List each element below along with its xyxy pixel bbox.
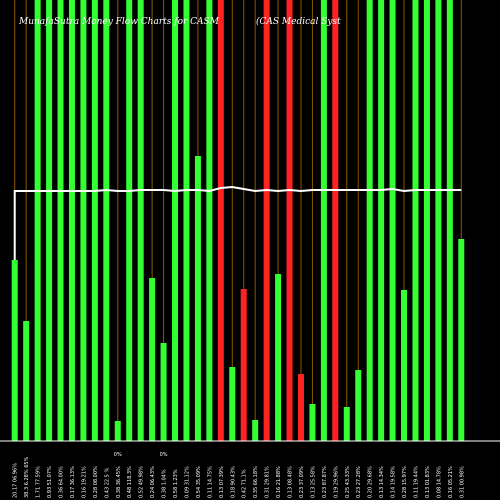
bar (423, 0, 430, 441)
bar (275, 274, 282, 441)
x-tick-label: 20.17 06.96% (13, 463, 19, 498)
axis-note: 0% (160, 452, 168, 458)
x-tick-label: 0.28 08.00% (93, 466, 99, 498)
x-tick-label: 0.52 49.98% (139, 466, 145, 498)
bar (366, 0, 373, 441)
price-line (13, 185, 462, 260)
bar (412, 0, 419, 441)
x-tick-label: 0.93 51.07% (47, 466, 53, 498)
bar (309, 404, 316, 441)
bar (183, 0, 190, 441)
x-tick-label: 38.3 6.28% 65% (24, 456, 30, 498)
x-tick-label: 0.13 08.48% (288, 466, 294, 498)
price-line-group (13, 185, 462, 260)
bar (458, 239, 465, 441)
bars-group (11, 0, 465, 441)
bar (57, 0, 64, 441)
bar (172, 0, 179, 441)
x-tick-label: 0.19 29.96% (333, 466, 339, 498)
bar (80, 0, 87, 441)
bar (126, 0, 133, 441)
x-tick-label: 0.31 00.98% (459, 466, 465, 498)
x-tick-label: 0.36 64.00% (59, 466, 65, 498)
x-tick-label: 0.13 01.83% (425, 466, 431, 498)
bar (252, 420, 259, 441)
bar (114, 421, 121, 441)
bar (263, 0, 270, 441)
x-tick-label: 0.08 14.78% (436, 466, 442, 498)
bar (34, 0, 41, 441)
x-tick-label: 0.11 19.44% (413, 466, 419, 498)
x-tick-label: 0.16 19.21% (81, 466, 87, 498)
x-tick-label: 0.42 71.1% (242, 469, 248, 498)
bar (103, 0, 110, 441)
bar (194, 156, 201, 441)
x-tick-label: 0.54 35.09% (196, 466, 202, 498)
x-tick-label: 0.28 15.97% (402, 466, 408, 498)
x-tick-label: 0.23 87.87% (322, 466, 328, 498)
x-tick-label: 0.48 118.3% (127, 466, 133, 498)
bar (68, 0, 75, 441)
bar (206, 0, 213, 441)
bar (378, 0, 385, 441)
x-tick-label: 0.31 29.81% (265, 466, 271, 498)
bar (137, 0, 144, 441)
bar (446, 0, 453, 441)
x-tick-label: 0.13 25.58% (310, 466, 316, 498)
notes-group: 0% 0% (114, 452, 168, 458)
bar (46, 0, 53, 441)
x-tick-label: 0.16 05.21% (448, 466, 454, 498)
x-tick-label: 0.35 66.18% (253, 466, 259, 498)
x-tick-label: 0.13 14.34% (379, 466, 385, 498)
bar (217, 0, 224, 441)
x-tick-label: 0.38 36.45% (116, 466, 122, 498)
bar (355, 370, 362, 441)
bar (332, 0, 339, 441)
x-tick-label: 1.71 77.59% (36, 466, 42, 498)
chart-title: MunafaSutra Money Flow Charts for CASM (18, 17, 220, 27)
bar (229, 367, 236, 441)
x-tick-label: 0.58 1.23% (173, 469, 179, 498)
bar (389, 0, 396, 441)
x-tick-label: 0.11 14.75% (207, 466, 213, 498)
bar (286, 0, 293, 441)
bar (401, 290, 408, 441)
axis-note: 0% (114, 452, 122, 458)
bar (320, 0, 327, 441)
chart-subtitle: (CAS Medical Syst (256, 16, 341, 27)
x-tick-label: 0.43 22.5 % (104, 468, 110, 498)
x-tick-label: 0.23 27.28% (356, 466, 362, 498)
x-tick-label: 0.09 31.12% (184, 466, 190, 498)
bar (435, 0, 442, 441)
bar (240, 289, 247, 441)
bar (297, 374, 304, 441)
bar (160, 343, 167, 441)
x-tick-label: 0.24 06.43% (150, 466, 156, 498)
x-tick-labels: 20.17 06.96% 38.3 6.28% 65% 1.71 77.59% 0.9… (13, 456, 466, 498)
x-tick-label: 0.38 1.04% (162, 469, 168, 498)
x-tick-label: 0.13 07.39% (219, 466, 225, 498)
bar (11, 260, 18, 441)
x-tick-label: 0.17 36.13% (70, 466, 76, 498)
x-tick-label: 0.14 19.58% (391, 466, 397, 498)
x-tick-label: 0.20 29.68% (368, 466, 374, 498)
x-tick-label: 0.18 90.43% (230, 466, 236, 498)
x-tick-label: 0.23 37.09% (299, 466, 305, 498)
bar (343, 407, 350, 441)
bar (23, 321, 30, 441)
x-tick-label: 0.25 43.33% (345, 466, 351, 498)
bar (91, 0, 98, 441)
x-tick-label: 0.16 21.88% (276, 466, 282, 498)
bar (149, 278, 156, 441)
